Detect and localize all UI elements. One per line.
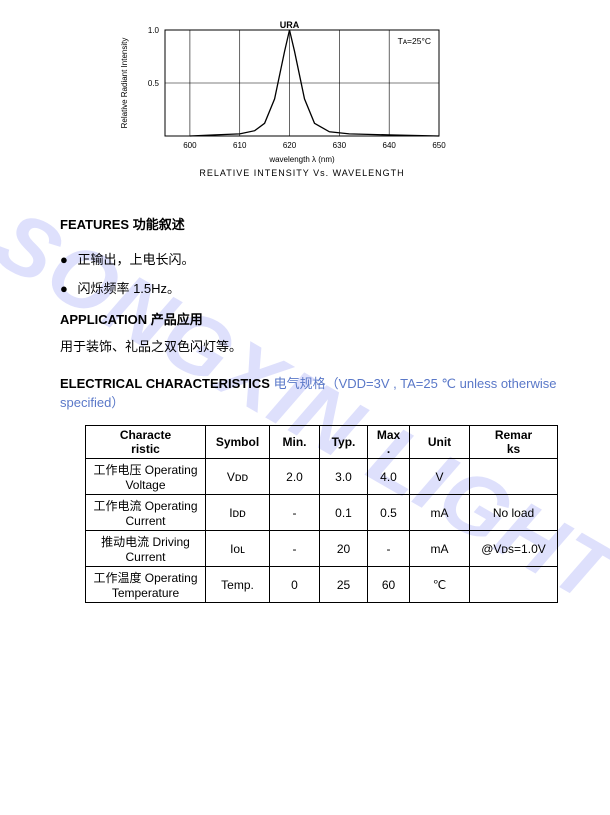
features-heading-en: FEATURES — [60, 217, 129, 232]
table-row: 工作电压 OperatingVoltageVᴅᴅ2.03.04.0V — [86, 459, 558, 495]
table-cell: No load — [470, 495, 558, 531]
table-header: Unit — [410, 426, 470, 459]
table-cell: 4.0 — [368, 459, 410, 495]
table-cell: ℃ — [410, 567, 470, 603]
table-header: Characteristic — [86, 426, 206, 459]
svg-text:600: 600 — [183, 141, 197, 150]
svg-text:1.0: 1.0 — [148, 26, 160, 35]
table-cell: 工作温度 OperatingTemperature — [86, 567, 206, 603]
svg-text:Relative Radiant Intensity: Relative Radiant Intensity — [120, 38, 129, 129]
table-cell: @Vᴅs=1.0V — [470, 531, 558, 567]
table-cell: mA — [410, 531, 470, 567]
table-cell: Iᴏʟ — [206, 531, 270, 567]
features-list: 正输出，上电长闪。闪烁频率 1.5Hz。 — [60, 249, 570, 297]
table-cell: 60 — [368, 567, 410, 603]
svg-text:630: 630 — [333, 141, 347, 150]
application-heading-zh: 产品应用 — [151, 312, 203, 327]
application-heading-en: APPLICATION — [60, 312, 147, 327]
svg-text:RELATIVE INTENSITY Vs. WAVELEN: RELATIVE INTENSITY Vs. WAVELENGTH — [199, 168, 404, 178]
table-cell: 0.5 — [368, 495, 410, 531]
table-cell: mA — [410, 495, 470, 531]
table-cell: V — [410, 459, 470, 495]
wavelength-chart: 600 610 620 630 640 650 0.5 1.0 URA Tᴀ=25°C Relati… — [105, 18, 450, 186]
table-cell: - — [270, 495, 320, 531]
table-cell — [470, 459, 558, 495]
electrical-heading: ELECTRICAL CHARACTERISTICS 电气规格（VDD=3V ,… — [60, 373, 570, 411]
table-cell: 工作电压 OperatingVoltage — [86, 459, 206, 495]
table-header: Typ. — [320, 426, 368, 459]
svg-text:wavelength λ (nm): wavelength λ (nm) — [268, 155, 335, 164]
table-cell — [470, 567, 558, 603]
electrical-heading-zh: 电气规格 — [274, 376, 326, 391]
table-cell: 20 — [320, 531, 368, 567]
table-cell: Vᴅᴅ — [206, 459, 270, 495]
svg-text:0.5: 0.5 — [148, 79, 160, 88]
table-header: Symbol — [206, 426, 270, 459]
table-cell: 工作电流 OperatingCurrent — [86, 495, 206, 531]
svg-text:650: 650 — [432, 141, 446, 150]
table-header: Min. — [270, 426, 320, 459]
features-heading: FEATURES 功能叙述 — [60, 214, 570, 233]
table-cell: Iᴅᴅ — [206, 495, 270, 531]
table-row: 推动电流 DrivingCurrentIᴏʟ-20-mA@Vᴅs=1.0V — [86, 531, 558, 567]
electrical-table: CharacteristicSymbolMin.Typ.Max.UnitRema… — [85, 425, 558, 603]
table-cell: 25 — [320, 567, 368, 603]
table-cell: 0 — [270, 567, 320, 603]
table-cell: 2.0 — [270, 459, 320, 495]
svg-text:URA: URA — [280, 20, 300, 30]
features-heading-zh: 功能叙述 — [133, 217, 185, 232]
table-cell: - — [270, 531, 320, 567]
application-text: 用于装饰、礼品之双色闪灯等。 — [60, 336, 570, 355]
electrical-heading-en: ELECTRICAL CHARACTERISTICS — [60, 376, 270, 391]
table-header: Max. — [368, 426, 410, 459]
table-cell: 推动电流 DrivingCurrent — [86, 531, 206, 567]
feature-item: 闪烁频率 1.5Hz。 — [74, 278, 570, 297]
table-cell: 3.0 — [320, 459, 368, 495]
application-heading: APPLICATION 产品应用 — [60, 309, 570, 328]
table-row: 工作电流 OperatingCurrentIᴅᴅ-0.10.5mANo load — [86, 495, 558, 531]
svg-text:620: 620 — [283, 141, 297, 150]
table-row: 工作温度 OperatingTemperatureTemp.02560℃ — [86, 567, 558, 603]
feature-item: 正输出，上电长闪。 — [74, 249, 570, 268]
table-cell: - — [368, 531, 410, 567]
table-cell: Temp. — [206, 567, 270, 603]
svg-text:640: 640 — [383, 141, 397, 150]
svg-text:Tᴀ=25°C: Tᴀ=25°C — [398, 36, 431, 46]
svg-text:610: 610 — [233, 141, 247, 150]
table-cell: 0.1 — [320, 495, 368, 531]
table-header: Remarks — [470, 426, 558, 459]
